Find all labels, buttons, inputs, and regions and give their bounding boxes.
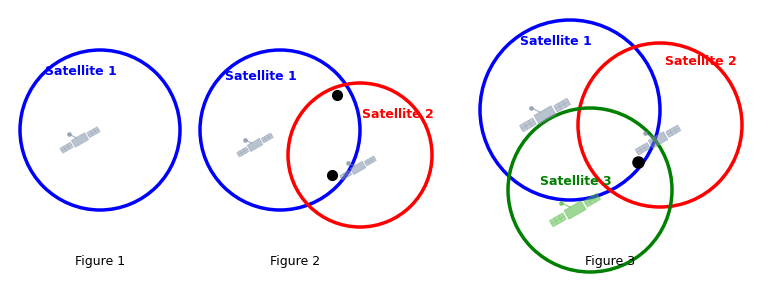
Polygon shape (87, 127, 100, 138)
Text: Figure 2: Figure 2 (270, 255, 320, 268)
Text: Satellite 1: Satellite 1 (225, 70, 296, 83)
Polygon shape (648, 132, 668, 148)
Polygon shape (60, 142, 73, 153)
Polygon shape (584, 193, 601, 207)
Text: Satellite 1: Satellite 1 (520, 35, 592, 48)
Polygon shape (247, 138, 263, 151)
Polygon shape (550, 213, 567, 227)
Polygon shape (666, 125, 681, 137)
Polygon shape (520, 118, 537, 132)
Text: Satellite 3: Satellite 3 (540, 175, 611, 188)
Polygon shape (350, 161, 366, 175)
Polygon shape (534, 106, 556, 124)
Polygon shape (364, 156, 377, 166)
Text: Figure 1: Figure 1 (75, 255, 125, 268)
Text: Figure 3: Figure 3 (585, 255, 635, 268)
Polygon shape (72, 133, 89, 147)
Text: Satellite 1: Satellite 1 (45, 65, 117, 78)
Polygon shape (261, 133, 273, 143)
Polygon shape (236, 147, 249, 157)
Text: Satellite 2: Satellite 2 (362, 108, 434, 121)
Polygon shape (635, 143, 651, 155)
Polygon shape (554, 98, 571, 112)
Polygon shape (340, 170, 352, 180)
Polygon shape (564, 201, 586, 219)
Text: Satellite 2: Satellite 2 (665, 55, 737, 68)
